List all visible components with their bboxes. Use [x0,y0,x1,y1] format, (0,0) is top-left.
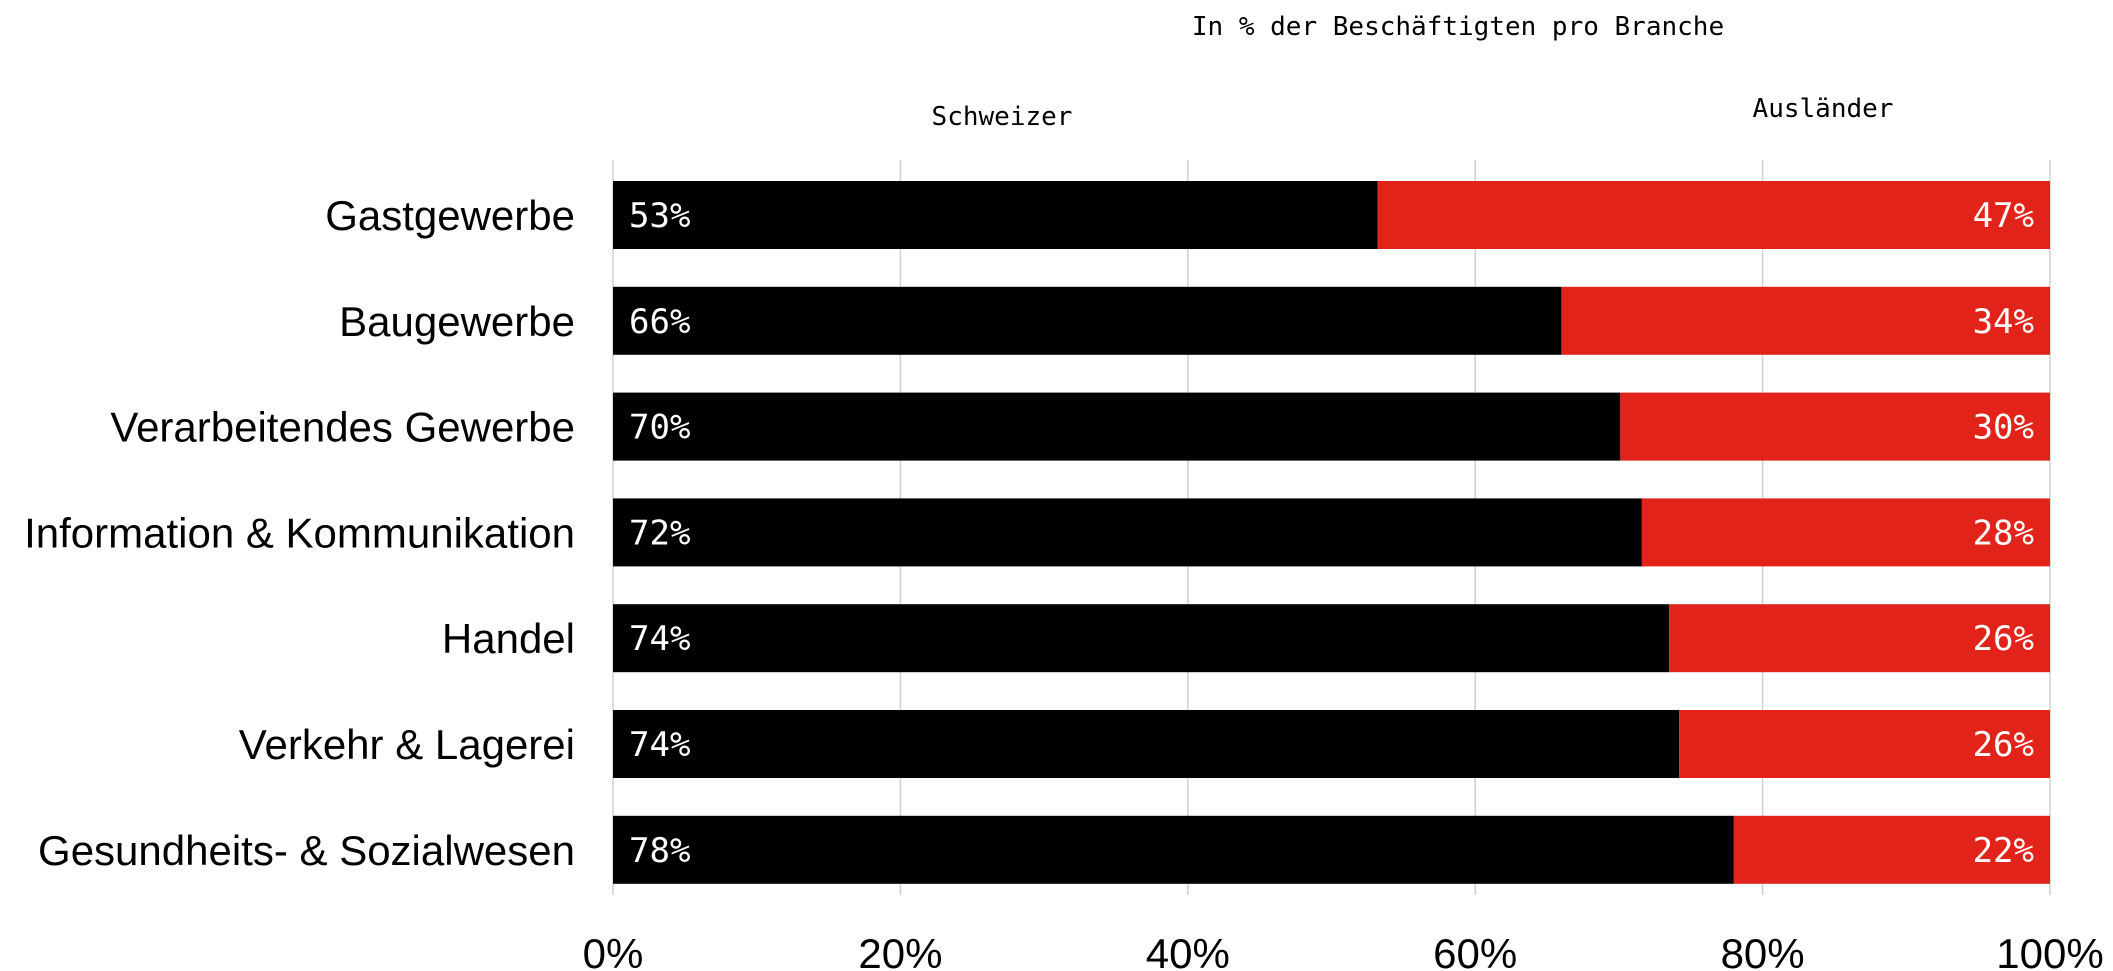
category-label: Gastgewerbe [325,192,575,239]
bar-value-label: 74% [629,619,690,659]
x-tick-label: 100% [1996,930,2103,971]
bar-segment [613,710,1680,778]
bar-segment [1641,498,2050,567]
bar-value-label: 22% [1973,831,2034,871]
x-tick-label: 60% [1433,930,1517,971]
bar-value-label: 26% [1973,725,2034,765]
bar-value-label: 78% [629,831,690,871]
bar-segment [613,181,1378,249]
bar-segment [613,604,1670,673]
bar-value-label: 70% [629,408,690,448]
bar-value-label: 74% [629,725,690,765]
bar-segment [1733,815,2050,884]
category-label: Gesundheits- & Sozialwesen [38,827,575,874]
bar-value-label: 30% [1973,408,2034,448]
bar-segment [613,286,1562,355]
bar-segment [613,815,1734,884]
bar-segment [1377,181,2050,249]
chart-subtitle: In % der Beschäftigten pro Branche [1192,12,1724,42]
bars: 53% 47% 66% 34% 70% 30% 72% 28% 74% 26% 74% 26% 78% 2… [613,181,2050,884]
x-tick-label: 20% [858,930,942,971]
category-labels: Gastgewerbe Baugewerbe Verarbeitendes Gewe… [24,192,575,874]
bar-value-label: 34% [1973,302,2034,342]
bar-segment [1679,710,2050,778]
bar-value-label: 72% [629,513,690,553]
bar-segment [1561,286,2050,355]
bar-segment [613,498,1642,567]
bar-value-label: 53% [629,196,690,236]
category-label: Handel [442,615,575,662]
bar-value-label: 66% [629,302,690,342]
bar-segment [613,392,1621,461]
bar-value-label: 47% [1973,196,2034,236]
category-label: Verkehr & Lagerei [239,721,575,768]
bar-segment [1620,392,2050,461]
x-axis-ticks: 0% 20% 40% 60% 80% 100% [583,930,2104,971]
x-tick-label: 80% [1721,930,1805,971]
category-label: Information & Kommunikation [24,509,575,556]
x-tick-label: 40% [1146,930,1230,971]
legend-schweizer: Schweizer [932,102,1073,132]
bar-value-label: 26% [1973,619,2034,659]
x-tick-label: 0% [583,930,644,971]
bar-value-label: 28% [1973,513,2034,553]
bar-segment [1669,604,2050,673]
category-label: Verarbeitendes Gewerbe [110,404,575,451]
category-label: Baugewerbe [339,298,575,345]
legend-auslaender: Ausländer [1753,94,1894,124]
